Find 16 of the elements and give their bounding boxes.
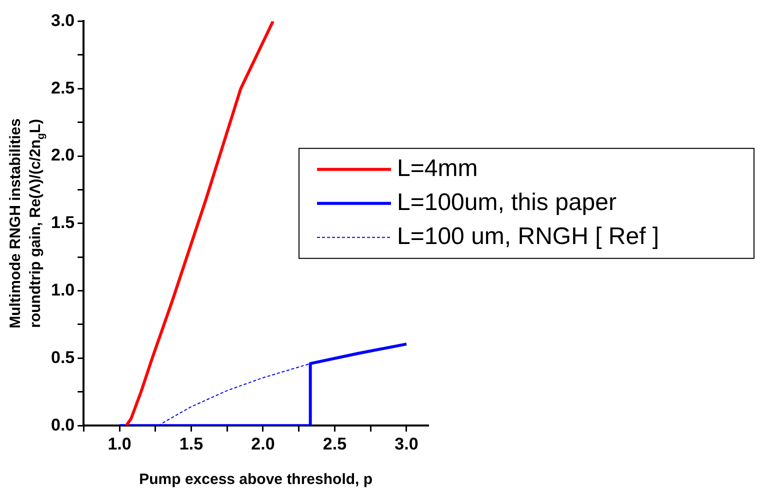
- y-tick-label: 2.0: [50, 146, 75, 165]
- legend-label: L=4mm: [397, 155, 478, 182]
- x-tick-label: 1.5: [179, 434, 204, 454]
- legend-label: L=100um, this paper: [397, 189, 616, 216]
- x-tick-label: 1.0: [108, 434, 132, 454]
- x-tick-label: 3.0: [394, 434, 418, 454]
- y-tick-label: 0.5: [50, 348, 75, 367]
- y-tick-label: 0.0: [50, 415, 75, 434]
- x-tick-label: 2.0: [251, 434, 275, 454]
- x-tick-label: 2.5: [322, 434, 347, 454]
- y-tick-label: 1.5: [50, 213, 75, 232]
- legend-label: L=100 um, RNGH [ Ref ]: [397, 223, 660, 250]
- y-tick-label: 2.5: [50, 78, 75, 98]
- y-tick-label: 1.0: [50, 280, 75, 300]
- y-tick-label: 3.0: [50, 10, 75, 30]
- x-axis-title: Pump excess above threshold, p: [139, 471, 373, 488]
